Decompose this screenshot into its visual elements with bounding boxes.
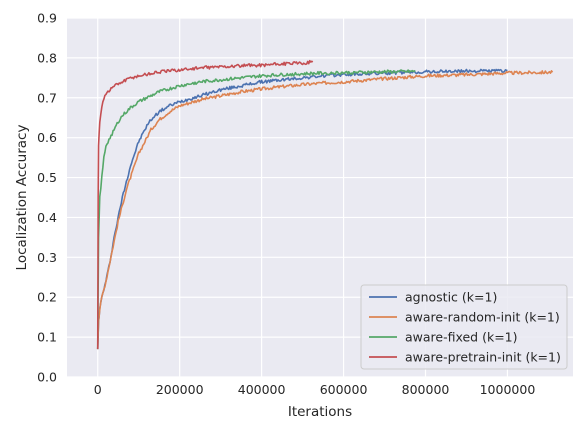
- x-tick-label: 1000000: [480, 382, 536, 397]
- series-layer: [96, 59, 554, 350]
- x-tick-label: 200000: [156, 382, 204, 397]
- legend-label-4: aware-pretrain-init (k=1): [405, 350, 561, 365]
- y-tick-label: 0.7: [37, 90, 57, 105]
- y-tick-label: 0.5: [37, 170, 57, 185]
- grid: [67, 17, 573, 378]
- series-line-2: [96, 70, 554, 350]
- x-axis-label: Iterations: [288, 404, 352, 420]
- y-tick-label: 0.8: [37, 50, 57, 65]
- legend-box: [360, 284, 568, 370]
- series-line-4: [96, 59, 314, 350]
- y-tick-label: 0.0: [37, 370, 57, 385]
- y-tick-label: 0.3: [37, 250, 57, 265]
- x-tick-label: 800000: [402, 382, 450, 397]
- legend: agnostic (k=1) aware-random-init (k=1) awa…: [360, 284, 568, 370]
- y-axis-label: Localization Accuracy: [14, 125, 30, 271]
- series-line-3: [96, 69, 416, 350]
- y-tick-label: 0.2: [37, 290, 57, 305]
- legend-label-2: aware-random-init (k=1): [405, 310, 560, 325]
- tick-labels: 0 200000 400000 600000 800000 1000000 0.0 0.1 0.…: [37, 11, 535, 398]
- y-tick-label: 0.6: [37, 130, 57, 145]
- y-tick-label: 0.4: [37, 210, 57, 225]
- x-tick-label: 0: [94, 382, 102, 397]
- y-tick-label: 0.1: [37, 330, 57, 345]
- y-tick-label: 0.9: [37, 11, 57, 26]
- x-tick-label: 400000: [238, 382, 286, 397]
- legend-label-1: agnostic (k=1): [405, 290, 497, 305]
- series-line-1: [96, 68, 508, 350]
- legend-label-3: aware-fixed (k=1): [405, 330, 518, 345]
- x-tick-label: 600000: [320, 382, 368, 397]
